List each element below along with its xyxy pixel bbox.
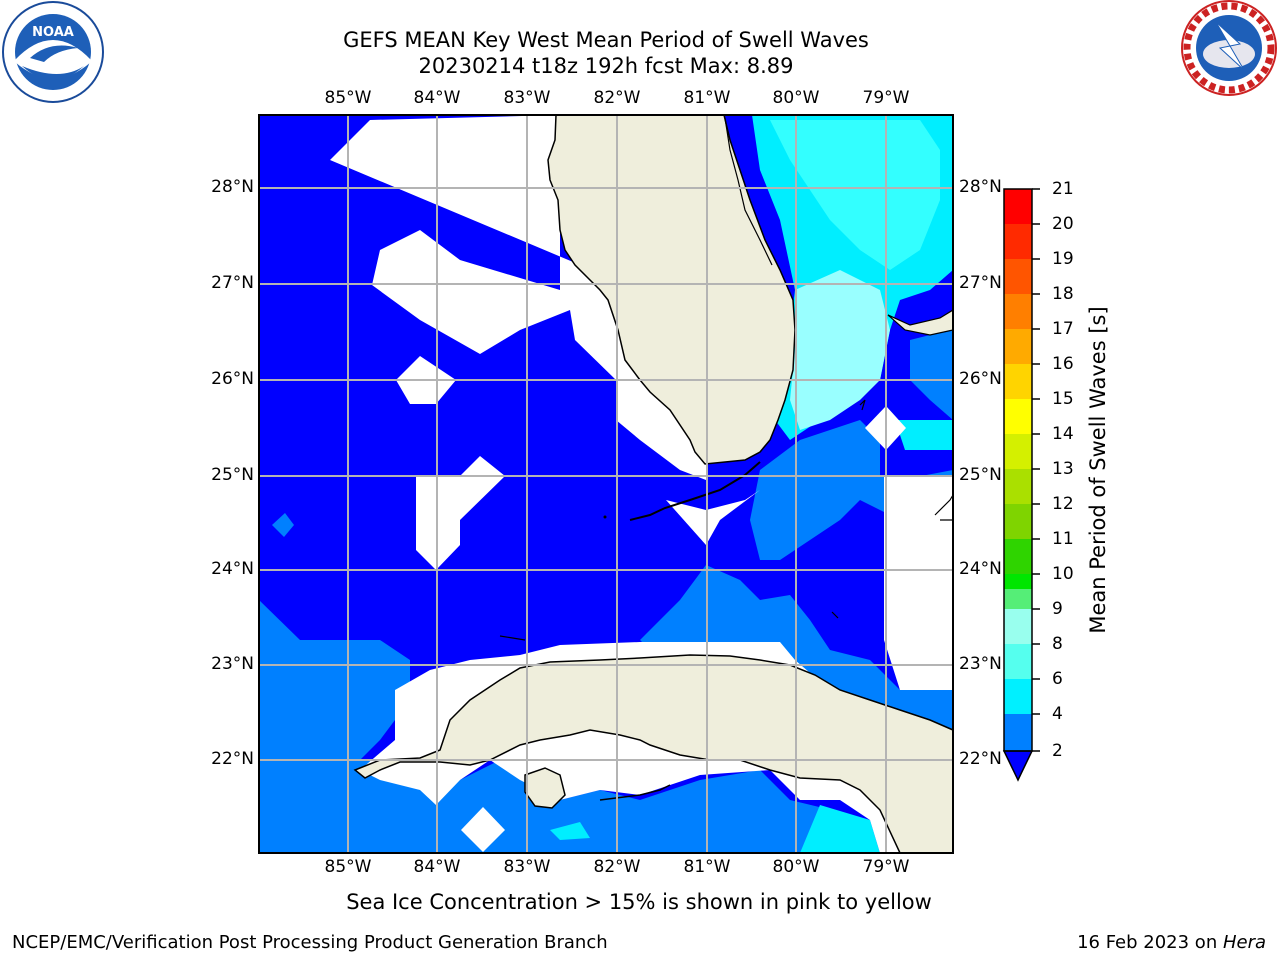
noaa-logo-text: NOAA	[32, 25, 74, 40]
colorbar	[1002, 188, 1040, 782]
lon-label-bottom: 80°W	[772, 857, 820, 877]
colorbar-title: Mean Period of Swell Waves [s]	[1086, 306, 1110, 634]
colorbar-tick: 10	[1052, 564, 1074, 584]
lon-label-top: 84°W	[413, 88, 461, 108]
lat-label-left: 26°N	[211, 369, 254, 389]
lon-label-top: 80°W	[772, 88, 820, 108]
colorbar-tick: 13	[1052, 459, 1074, 479]
colorbar-tick: 8	[1052, 634, 1063, 654]
footer-credit: NCEP/EMC/Verification Post Processing Pr…	[12, 932, 608, 953]
lat-label-left: 24°N	[211, 559, 254, 579]
lat-label-right: 28°N	[959, 177, 1002, 197]
colorbar-tick: 21	[1052, 179, 1074, 199]
colorbar-tick: 4	[1052, 704, 1063, 724]
lat-label-left: 22°N	[211, 749, 254, 769]
colorbar-tick: 14	[1052, 424, 1074, 444]
footer-date-text: 16 Feb 2023 on	[1077, 932, 1223, 953]
period-band-azure	[259, 600, 870, 853]
lat-label-right: 22°N	[959, 749, 1002, 769]
colorbar-tick: 11	[1052, 529, 1074, 549]
lon-label-bottom: 83°W	[503, 857, 551, 877]
lon-label-bottom: 82°W	[593, 857, 641, 877]
colorbar-tick: 9	[1052, 599, 1063, 619]
graticule	[259, 115, 953, 853]
footer-host: Hera	[1222, 932, 1266, 953]
colorbar-tick: 2	[1052, 741, 1063, 761]
lon-label-top: 83°W	[503, 88, 551, 108]
lon-label-top: 85°W	[324, 88, 372, 108]
colorbar-tick: 15	[1052, 389, 1074, 409]
sea-ice-note: Sea Ice Concentration > 15% is shown in …	[0, 890, 1280, 914]
lat-label-right: 27°N	[959, 273, 1002, 293]
lat-label-right: 23°N	[959, 654, 1002, 674]
chart-subtitle: 20230214 t18z 192h fcst Max: 8.89	[418, 54, 794, 78]
sea-ice-note-text: Sea Ice Concentration > 15% is shown in …	[346, 890, 932, 914]
colorbar-tick: 12	[1052, 494, 1074, 514]
lon-label-top: 79°W	[862, 88, 910, 108]
lat-label-right: 25°N	[959, 465, 1002, 485]
nws-logo	[1181, 0, 1277, 96]
lat-label-left: 25°N	[211, 465, 254, 485]
colorbar-tick: 17	[1052, 319, 1074, 339]
noaa-logo: NOAA	[2, 1, 104, 103]
chart-title: GEFS MEAN Key West Mean Period of Swell …	[343, 28, 869, 52]
footer-date: 16 Feb 2023 on Hera	[1077, 932, 1266, 953]
lat-label-left: 23°N	[211, 654, 254, 674]
lat-label-right: 24°N	[959, 559, 1002, 579]
lon-label-bottom: 85°W	[324, 857, 372, 877]
colorbar-tick: 19	[1052, 249, 1074, 269]
lon-label-bottom: 84°W	[413, 857, 461, 877]
colorbar-tick: 6	[1052, 669, 1063, 689]
lon-label-bottom: 79°W	[862, 857, 910, 877]
lon-label-top: 81°W	[683, 88, 731, 108]
lon-label-bottom: 81°W	[683, 857, 731, 877]
colorbar-tick: 18	[1052, 284, 1074, 304]
colorbar-tick: 20	[1052, 214, 1074, 234]
lat-label-right: 26°N	[959, 369, 1002, 389]
map-frame	[258, 114, 954, 854]
florida-land	[547, 115, 796, 465]
lon-label-top: 82°W	[593, 88, 641, 108]
period-band-light	[790, 270, 890, 430]
colorbar-tick: 16	[1052, 354, 1074, 374]
map-area	[259, 115, 953, 853]
lat-label-left: 28°N	[211, 177, 254, 197]
lat-label-left: 27°N	[211, 273, 254, 293]
